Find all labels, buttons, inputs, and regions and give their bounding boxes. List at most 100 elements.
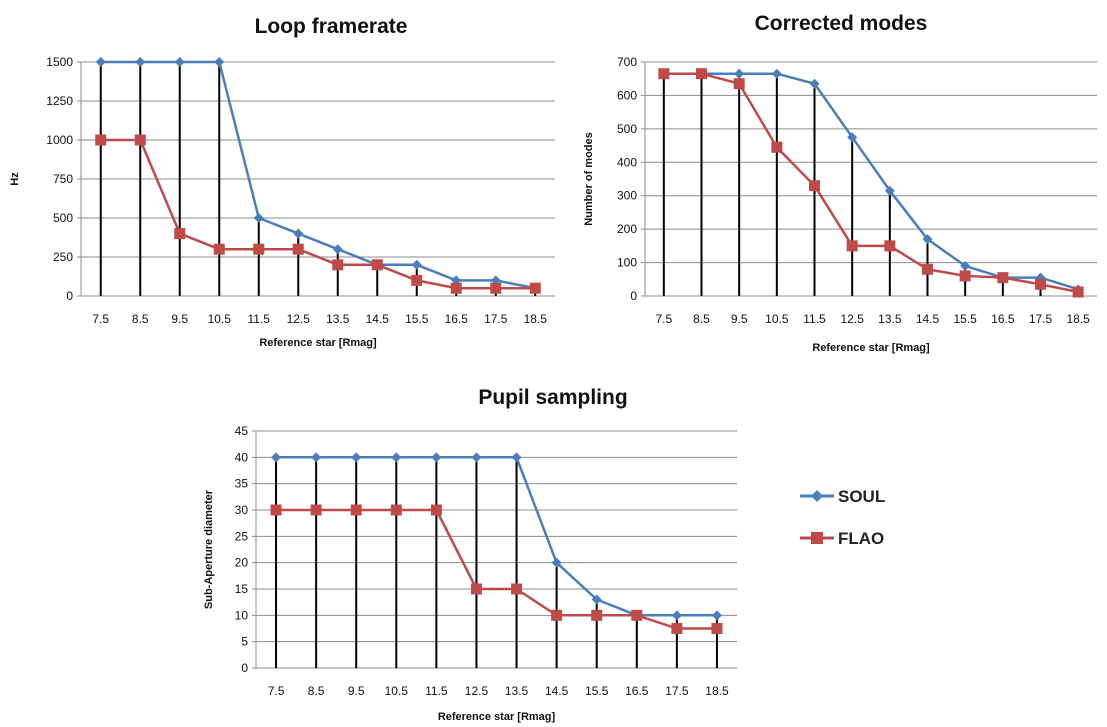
data-point-flao [884, 240, 896, 252]
data-point-flao [511, 583, 523, 595]
data-point-soul [174, 57, 185, 67]
data-point-flao [292, 243, 304, 255]
y-tick-label: 700 [617, 55, 637, 69]
y-axis-label: Number of modes [583, 132, 595, 226]
x-tick-label: 13.5 [878, 312, 902, 326]
x-tick-label: 8.5 [132, 312, 149, 326]
y-axis-label: Hz [9, 172, 21, 186]
y-tick-label: 1000 [46, 133, 73, 147]
data-point-flao [490, 282, 502, 294]
legend-marker-diamond [811, 490, 823, 502]
data-point-flao [551, 609, 563, 621]
legend-label-flao: FLAO [838, 529, 884, 548]
x-tick-label: 17.5 [665, 684, 689, 698]
series-line-soul [100, 60, 536, 290]
data-point-flao [997, 272, 1009, 284]
data-point-flao [591, 609, 603, 621]
x-tick-label: 9.5 [348, 684, 365, 698]
chart-title: Pupil sampling [478, 386, 627, 409]
data-point-flao [809, 180, 820, 192]
x-tick-label: 15.5 [953, 312, 977, 326]
y-axis-label: Sub-Aperture diameter [203, 489, 215, 609]
series-line-flao [276, 508, 717, 630]
data-point-soul [311, 452, 322, 463]
data-point-flao [411, 274, 423, 286]
data-point-flao [213, 243, 225, 255]
x-tick-label: 14.5 [366, 312, 390, 326]
data-point-flao [174, 228, 186, 240]
x-tick-label: 14.5 [916, 312, 940, 326]
data-point-flao [771, 141, 783, 153]
data-point-flao [134, 134, 146, 146]
y-tick-label: 30 [235, 503, 249, 517]
data-point-flao [671, 623, 683, 634]
data-point-soul [884, 185, 895, 196]
data-point-flao [696, 68, 707, 80]
x-tick-label: 8.5 [693, 312, 710, 326]
x-tick-label: 16.5 [991, 312, 1015, 326]
x-tick-label: 17.5 [484, 312, 508, 326]
x-tick-label: 11.5 [425, 684, 448, 698]
x-tick-label: 8.5 [308, 684, 325, 698]
data-point-soul [135, 57, 146, 67]
x-axis-label: Reference star [Rmag] [438, 711, 556, 723]
y-tick-label: 40 [235, 450, 249, 464]
data-point-flao [1035, 278, 1046, 290]
data-point-flao [846, 240, 858, 252]
data-point-flao [450, 282, 462, 294]
y-tick-label: 750 [53, 172, 73, 186]
data-point-flao [1072, 286, 1084, 298]
data-point-flao [430, 504, 442, 516]
data-point-soul [960, 260, 971, 271]
x-axis-label: Reference star [Rmag] [812, 342, 930, 354]
x-tick-label: 14.5 [545, 684, 569, 698]
data-point-flao [270, 504, 282, 516]
series-line-soul [276, 456, 717, 617]
y-tick-label: 200 [617, 222, 637, 236]
y-tick-label: 1250 [46, 94, 73, 108]
x-tick-label: 10.5 [385, 684, 409, 698]
y-tick-label: 100 [617, 256, 637, 270]
x-tick-label: 10.5 [208, 312, 232, 326]
data-point-soul [351, 452, 362, 463]
y-tick-label: 35 [235, 477, 249, 491]
series-line-soul [663, 72, 1079, 291]
data-point-flao [390, 504, 402, 516]
x-tick-label: 15.5 [585, 684, 609, 698]
data-point-soul [471, 452, 482, 463]
x-tick-label: 9.5 [731, 312, 748, 326]
data-point-flao [350, 504, 362, 516]
data-point-soul [809, 78, 820, 89]
x-tick-label: 13.5 [326, 312, 350, 326]
y-tick-label: 400 [617, 155, 637, 169]
x-tick-label: 9.5 [171, 312, 188, 326]
x-tick-label: 12.5 [840, 312, 864, 326]
chart-title: Loop framerate [255, 15, 408, 38]
data-point-flao [253, 243, 265, 255]
data-point-soul [847, 132, 858, 143]
data-point-flao [95, 134, 107, 146]
data-point-flao [631, 609, 643, 621]
x-tick-label: 18.5 [524, 312, 548, 326]
y-tick-label: 500 [53, 211, 73, 225]
x-tick-label: 11.5 [248, 312, 271, 326]
data-point-flao [529, 282, 541, 294]
x-tick-label: 18.5 [705, 684, 729, 698]
data-point-flao [922, 263, 933, 275]
data-point-soul [431, 452, 442, 463]
x-tick-label: 12.5 [287, 312, 311, 326]
y-tick-label: 1500 [46, 55, 73, 69]
y-tick-label: 300 [617, 189, 637, 203]
data-point-flao [711, 623, 723, 634]
x-tick-label: 10.5 [765, 312, 789, 326]
series-line-flao [663, 72, 1079, 294]
data-point-flao [733, 78, 745, 90]
legend: SOUL FLAO [800, 487, 885, 548]
data-point-soul [411, 259, 422, 270]
data-point-soul [511, 452, 522, 463]
data-point-flao [371, 259, 383, 271]
y-tick-label: 600 [617, 88, 637, 102]
chart-1: Loop framerate 0 250 500 750 1000 1250 1500 7.5 8… [9, 15, 555, 349]
x-tick-label: 7.5 [92, 312, 109, 326]
chart-title: Corrected modes [755, 12, 928, 35]
